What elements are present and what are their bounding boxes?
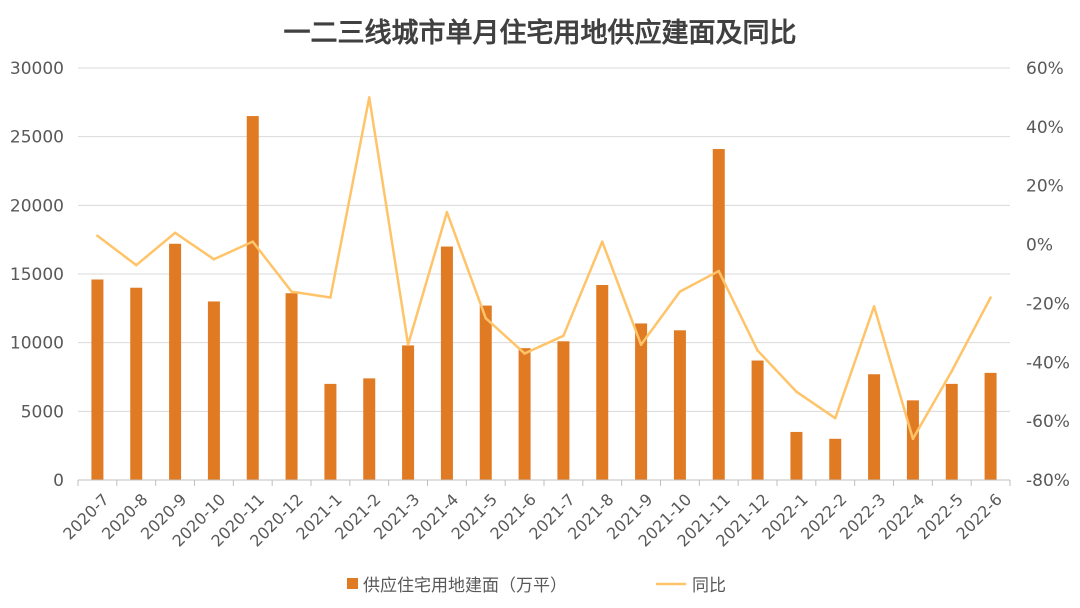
line-point: [717, 269, 721, 273]
bar: [324, 383, 337, 480]
bar: [363, 378, 376, 480]
bar-series: [91, 116, 997, 481]
bar: [207, 301, 220, 480]
legend-label-line: 同比: [692, 576, 726, 596]
line-point: [484, 316, 488, 320]
bar: [712, 149, 725, 480]
chart-title: 一二三线城市单月住宅用地供应建面及同比: [284, 17, 797, 49]
bar: [557, 341, 570, 480]
bar: [479, 305, 492, 480]
bar: [440, 246, 453, 480]
y-left-tick-label: 30000: [10, 59, 64, 79]
y-right-tick-label: 60%: [1026, 59, 1064, 79]
y-left-tick-label: 20000: [10, 196, 64, 216]
y-right-tick-label: -40%: [1026, 353, 1070, 373]
line-point: [756, 349, 759, 352]
line-point: [562, 334, 565, 338]
line-point: [329, 296, 332, 299]
y-right-tick-label: -20%: [1026, 294, 1070, 314]
bar: [130, 287, 143, 480]
line-point: [212, 257, 216, 261]
line-point: [795, 390, 798, 394]
line-point: [367, 96, 371, 99]
bar: [945, 383, 958, 480]
line-point: [911, 437, 915, 441]
line-point: [833, 416, 837, 420]
bar: [91, 279, 104, 480]
legend-label-bar: 供应住宅用地建面（万平）: [363, 576, 567, 596]
bar: [751, 360, 764, 480]
bar: [829, 438, 842, 480]
line-point: [600, 240, 604, 243]
y-right-tick-label: 0%: [1026, 236, 1053, 256]
line-point: [251, 240, 255, 243]
bar: [790, 431, 803, 480]
line-point: [173, 231, 177, 235]
line-point: [96, 234, 99, 238]
line-point: [639, 343, 643, 346]
y-left-tick-label: 0: [53, 471, 64, 491]
bar: [518, 348, 531, 480]
line-point: [290, 290, 293, 293]
bar: [635, 323, 648, 480]
line-point: [445, 210, 449, 214]
bar: [596, 284, 609, 480]
y-left-tick-label: 5000: [21, 402, 64, 422]
line-point: [406, 343, 410, 346]
bar: [402, 345, 415, 480]
line-point: [989, 296, 992, 299]
bar: [984, 372, 997, 480]
gridlines: [78, 67, 1010, 412]
y-right-tick-label: -80%: [1026, 471, 1070, 491]
bar: [906, 400, 919, 480]
y-left-tick-label: 10000: [10, 334, 64, 354]
bar: [285, 293, 298, 480]
legend: 供应住宅用地建面（万平） 同比: [347, 576, 726, 596]
bar: [246, 116, 259, 481]
bar: [868, 374, 881, 480]
line-point: [678, 290, 682, 293]
y-right-tick-label: -60%: [1026, 412, 1070, 432]
bar: [169, 243, 182, 480]
line-point: [134, 263, 138, 267]
y-left-tick-label: 25000: [10, 128, 64, 148]
y-right-tick-label: 40%: [1026, 118, 1064, 138]
line-yoy: [96, 96, 992, 441]
y-left-tick-label: 15000: [10, 265, 64, 285]
line-point: [523, 352, 526, 355]
line-series: [96, 96, 992, 441]
y-right-tick-label: 20%: [1026, 177, 1064, 197]
bar: [673, 330, 686, 480]
line-point: [872, 305, 876, 308]
legend-swatch-bar: [347, 578, 358, 589]
line-point: [950, 369, 954, 373]
